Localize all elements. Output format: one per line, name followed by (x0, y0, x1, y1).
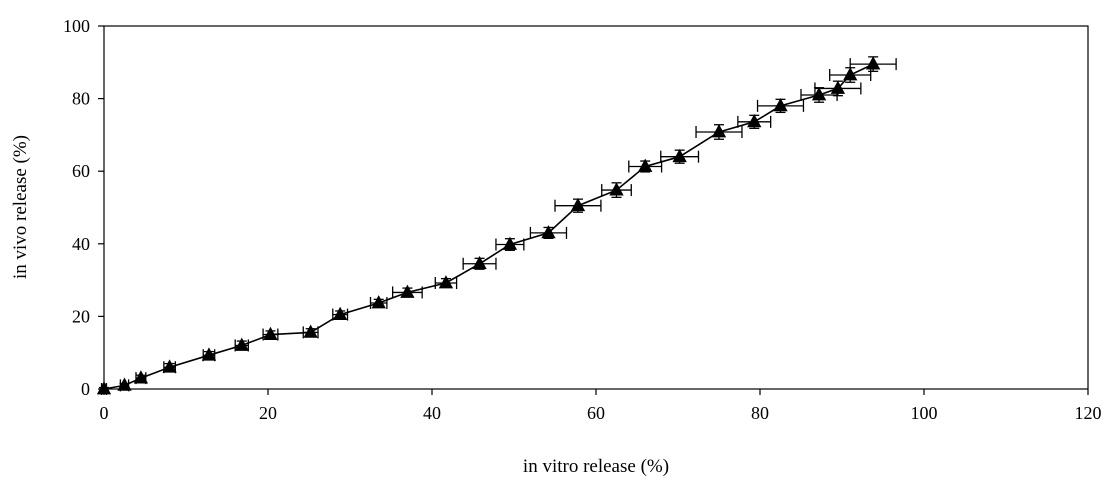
plot-area (103, 25, 1089, 390)
y-tick-label: 60 (72, 161, 90, 181)
series-line (103, 63, 874, 390)
data-point-triangle (609, 182, 624, 196)
data-point-triangle (400, 284, 415, 298)
data-point-triangle (201, 347, 217, 361)
data-point-triangle (638, 158, 653, 172)
data-point-triangle (472, 255, 487, 270)
x-tick-label: 40 (423, 403, 441, 423)
x-tick-label: 120 (1075, 403, 1102, 423)
x-tick-label: 20 (259, 403, 277, 423)
data-point-triangle (133, 370, 149, 384)
data-point-triangle (747, 113, 762, 128)
data-point-triangle (263, 326, 278, 340)
data-point-triangle (811, 87, 827, 101)
y-tick-label: 0 (81, 379, 90, 399)
data-point-triangle (541, 225, 556, 239)
y-axis-ticks: 0 20 40 60 80 100 (63, 16, 104, 399)
x-tick-label: 60 (587, 403, 605, 423)
data-point-triangle (830, 80, 846, 94)
y-tick-label: 20 (72, 306, 90, 326)
data-point-triangle (672, 148, 687, 163)
x-tick-label: 80 (751, 403, 769, 423)
data-point-triangle (711, 124, 727, 138)
data-point-triangle (234, 337, 249, 351)
error-bar (849, 56, 897, 73)
data-point-triangle (865, 56, 881, 70)
data-point-triangle (570, 197, 586, 212)
y-axis-label: in vivo release (%) (10, 135, 31, 279)
x-tick-label: 100 (911, 403, 938, 423)
data-point-triangle (843, 67, 858, 81)
data-point-triangle (502, 236, 518, 250)
data-point-triangle (162, 359, 177, 373)
data-point-triangle (117, 377, 132, 391)
data-point-triangle (303, 324, 318, 338)
y-tick-label: 80 (72, 89, 90, 109)
data-point-triangle (438, 275, 454, 289)
data-point-triangle (371, 295, 386, 309)
x-tick-label: 0 (100, 403, 109, 423)
y-tick-label: 100 (63, 16, 90, 36)
x-axis-ticks: 0 20 40 60 80 100 120 (100, 389, 1102, 423)
series-layer (96, 56, 897, 395)
data-point-triangle (332, 306, 348, 320)
x-axis-label: in vitro release (%) (523, 456, 669, 477)
data-point-triangle (773, 98, 788, 112)
y-tick-label: 40 (72, 234, 90, 254)
data-point-triangle (96, 381, 112, 395)
